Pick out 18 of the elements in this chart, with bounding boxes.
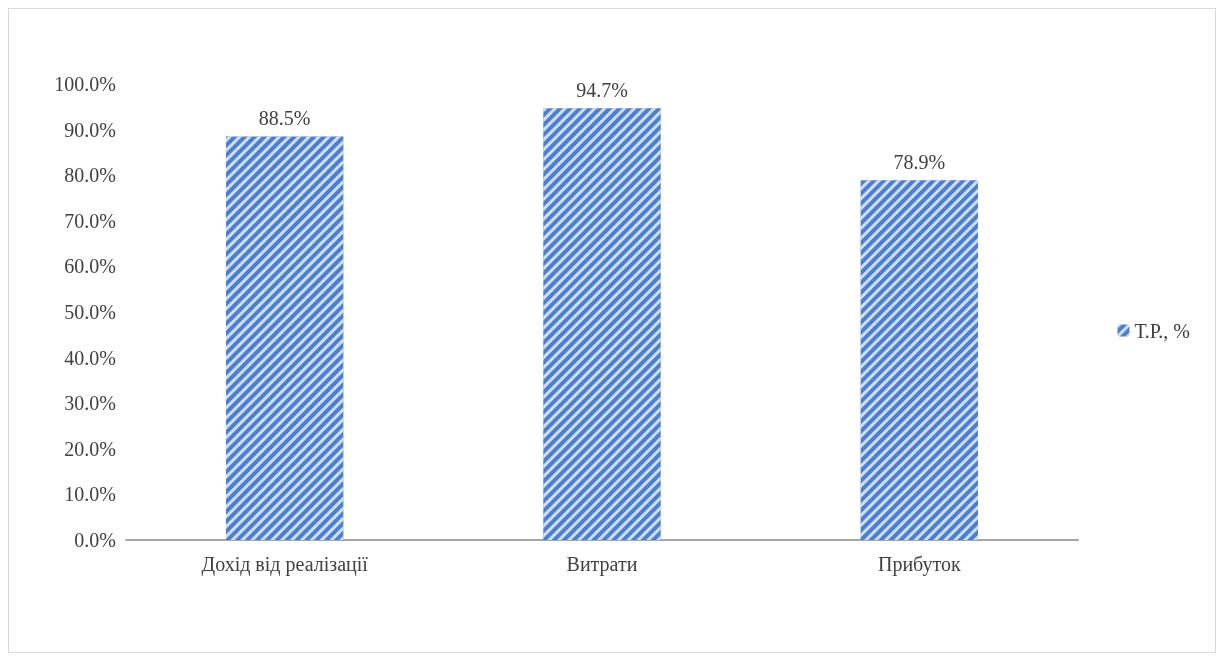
y-tick-label: 40.0% — [64, 346, 116, 369]
data-label: 94.7% — [576, 79, 628, 102]
x-tick-label: Прибуток — [877, 553, 961, 576]
x-tick-label: Дохід від реалізації — [201, 553, 369, 576]
data-label: 88.5% — [258, 107, 311, 130]
x-tick-label: Витрати — [566, 553, 638, 576]
legend-label: Т.Р., % — [1134, 319, 1190, 342]
y-tick-label: 20.0% — [64, 437, 116, 460]
y-tick-label: 90.0% — [64, 118, 116, 141]
y-tick-label: 100.0% — [54, 73, 116, 95]
y-tick-label: 60.0% — [64, 255, 116, 278]
y-tick-label: 30.0% — [64, 392, 116, 415]
y-tick-label: 0.0% — [74, 529, 116, 551]
y-tick-label: 70.0% — [64, 209, 116, 232]
y-tick-label: 80.0% — [64, 164, 116, 187]
y-tick-label: 50.0% — [64, 301, 116, 323]
data-label: 78.9% — [893, 151, 946, 174]
y-tick-label: 10.0% — [64, 483, 116, 506]
